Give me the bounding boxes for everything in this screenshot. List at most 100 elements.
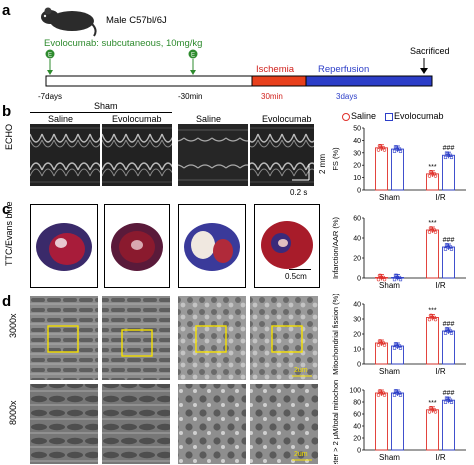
panel-letter-d: d — [2, 293, 12, 310]
roi-box-2 — [121, 329, 153, 357]
data-point — [443, 155, 448, 160]
panel-letter-a: a — [2, 2, 11, 19]
tem-3000-sham-evolocumab — [102, 296, 170, 380]
panel-letter-c: c — [2, 201, 11, 218]
legend-evolocumab-label: Evolocumab — [394, 111, 444, 121]
echo-image-ir-evolocumab — [250, 124, 314, 186]
data-point — [377, 339, 382, 343]
y-tick-label: 40 — [353, 236, 361, 243]
x-tick-label: Sham — [379, 193, 400, 202]
y-tick-label: 0 — [357, 448, 361, 455]
data-point — [376, 277, 381, 282]
timeline-svg: E E — [45, 49, 433, 87]
legend-saline-label: Saline — [351, 111, 377, 121]
significance-label: *** — [428, 308, 436, 315]
data-point — [428, 226, 433, 230]
echo-col-1: Saline — [48, 114, 74, 124]
data-point — [446, 398, 451, 402]
tem-8000-ir-evolocumab — [250, 384, 318, 464]
y-tick-label: 100 — [349, 388, 361, 395]
data-point — [382, 343, 387, 347]
y-tick-label: 50 — [353, 126, 361, 133]
y-tick-label: 30 — [353, 317, 361, 324]
reperfusion-duration: 3days — [336, 92, 358, 101]
data-point — [379, 391, 384, 395]
data-point — [433, 174, 438, 178]
data-point — [433, 410, 438, 414]
ttc-scale-label: 0.5cm — [285, 272, 307, 281]
tem-8000-ir-saline — [178, 384, 246, 464]
x-tick-label: I/R — [435, 281, 445, 290]
tick-label-minus30: -30min — [178, 92, 203, 101]
data-point — [392, 278, 397, 282]
y-axis-label: Perimeter > 2 μM/total mitochondria (%) — [331, 380, 340, 464]
y-axis-label: FS (%) — [331, 147, 340, 171]
ttc-scale-bar — [289, 269, 311, 270]
significance-label: ### — [443, 321, 455, 328]
y-tick-label: 0 — [357, 362, 361, 369]
data-point — [379, 146, 384, 150]
y-tick-label: 10 — [353, 347, 361, 354]
data-point — [430, 172, 435, 176]
x-tick-label: Sham — [379, 453, 400, 462]
data-point — [430, 408, 435, 412]
significance-label: ### — [443, 145, 455, 152]
data-point — [446, 245, 451, 249]
echo-col-2: Evolocumab — [112, 114, 162, 124]
mouse-label: Male C57bl/6J — [106, 15, 167, 26]
y-axis-label: Infarction/AAR (%) — [331, 216, 340, 279]
significance-label: *** — [428, 400, 436, 407]
data-point — [428, 313, 433, 318]
roi-box-3 — [195, 325, 227, 353]
y-tick-label: 0 — [357, 276, 361, 283]
echo-scale-horizontal: 0.2 s — [290, 188, 308, 197]
y-tick-label: 0 — [357, 188, 361, 195]
data-point — [377, 389, 382, 393]
ischemia-label: Ischemia — [256, 64, 295, 75]
bar — [375, 147, 388, 191]
data-point — [393, 389, 398, 393]
data-point — [430, 315, 435, 320]
ttc-row-label: TTC/Evans blue — [4, 201, 14, 266]
bar — [391, 392, 404, 451]
data-point — [379, 341, 384, 345]
data-point — [398, 346, 403, 350]
roi-box-4 — [271, 325, 303, 353]
bar — [442, 246, 455, 279]
x-tick-label: I/R — [435, 193, 445, 202]
echo-col-3: Saline — [196, 114, 222, 124]
data-point — [393, 145, 398, 149]
data-point — [444, 327, 449, 331]
data-point — [444, 151, 449, 155]
bar — [442, 154, 455, 191]
ttc-image-4: 0.5cm — [254, 204, 320, 288]
data-point — [398, 393, 403, 397]
echo-images — [30, 124, 314, 186]
data-point — [443, 400, 448, 404]
bar — [442, 330, 455, 365]
chart-perimeter: Perimeter > 2 μM/total mitochondria (%) 0… — [331, 380, 466, 464]
data-point — [444, 243, 449, 247]
data-point — [395, 344, 400, 348]
y-tick-label: 10 — [353, 175, 361, 182]
data-point — [446, 329, 451, 333]
echo-sham-label: Sham — [94, 101, 118, 111]
y-tick-label: 40 — [353, 424, 361, 431]
tem-scale-8000: 2um — [294, 451, 308, 458]
y-tick-label: 60 — [353, 216, 361, 223]
ttc-image-3 — [178, 204, 246, 288]
y-tick-label: 40 — [353, 302, 361, 309]
y-axis-label: Mitochondrial fission (%) — [331, 294, 340, 375]
significance-label: ### — [443, 390, 455, 397]
bar — [442, 399, 455, 451]
data-point — [446, 153, 451, 157]
data-point — [395, 391, 400, 395]
x-tick-label: Sham — [379, 281, 400, 290]
data-point — [395, 147, 400, 151]
echo-scale-vertical: 2 mm — [318, 154, 327, 174]
data-point — [379, 275, 384, 280]
panel-letter-b: b — [2, 103, 12, 120]
bar — [375, 392, 388, 451]
data-point — [427, 174, 432, 178]
significance-label: ### — [443, 237, 455, 244]
